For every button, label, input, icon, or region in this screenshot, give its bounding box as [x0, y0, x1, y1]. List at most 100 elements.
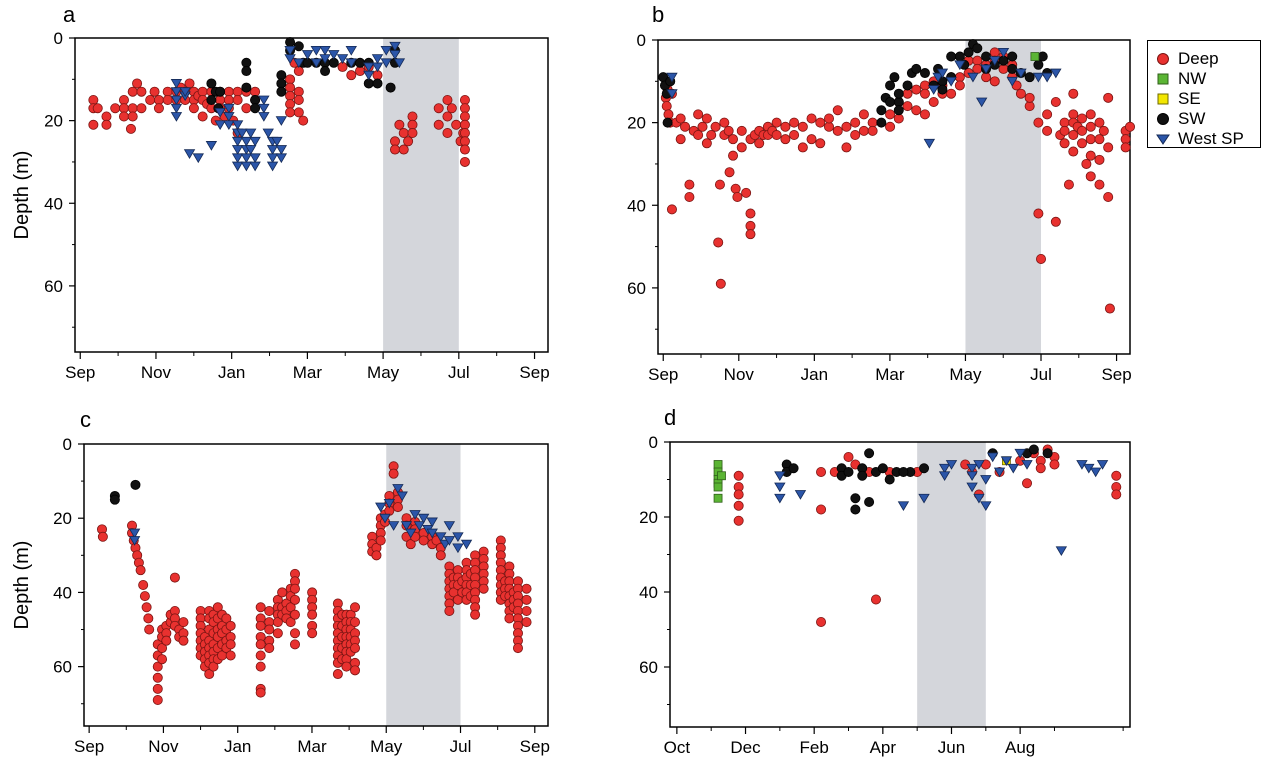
- data-point-deep: [780, 134, 791, 145]
- data-point-west-sp: [240, 161, 253, 172]
- data-point-west-sp: [396, 491, 408, 502]
- plot-frame: [657, 39, 1131, 355]
- data-point-sw: [276, 86, 287, 97]
- data-point-deep: [451, 119, 462, 130]
- data-point-deep: [350, 643, 361, 654]
- y-tick-label: 40: [639, 583, 658, 602]
- x-tick-label: May: [370, 737, 403, 756]
- data-point-west-sp: [170, 112, 183, 122]
- data-point-deep: [858, 125, 869, 136]
- data-point-deep: [706, 130, 717, 141]
- data-point-sw: [946, 51, 957, 62]
- x-tick-label: Jan: [224, 737, 251, 756]
- data-point-sw: [850, 504, 861, 515]
- data-point-west-sp: [266, 161, 279, 172]
- data-point-west-sp: [245, 145, 257, 155]
- y-tick-label: 0: [649, 433, 658, 452]
- panel-letter: a: [63, 2, 76, 27]
- data-point-deep: [197, 111, 208, 122]
- data-point-deep: [225, 639, 236, 650]
- data-point-west-sp: [1096, 460, 1109, 470]
- se-marker-icon: [1157, 93, 1169, 105]
- data-point-deep: [225, 620, 236, 631]
- data-point-deep: [832, 105, 843, 116]
- data-point-west-sp: [379, 513, 391, 524]
- data-point-deep: [407, 128, 418, 139]
- data-point-deep: [405, 539, 416, 550]
- data-point-sw: [864, 448, 875, 459]
- data-point-deep: [797, 121, 808, 132]
- legend-item-west-sp: West SP: [1156, 129, 1244, 149]
- data-point-west-sp: [389, 50, 401, 60]
- data-point-deep: [806, 113, 817, 124]
- data-point-west-sp: [1006, 76, 1018, 87]
- data-point-deep: [118, 94, 129, 105]
- data-point-sw: [902, 80, 913, 91]
- data-point-deep: [127, 86, 138, 97]
- data-point-deep: [184, 78, 195, 89]
- data-point-nw: [713, 482, 723, 492]
- data-point-deep: [843, 451, 854, 462]
- data-point-west-sp: [927, 85, 940, 95]
- data-point-deep: [1103, 92, 1114, 103]
- data-point-deep: [867, 125, 878, 136]
- data-point-west-sp: [170, 79, 183, 89]
- data-point-west-sp: [192, 153, 204, 164]
- data-point-deep: [350, 602, 361, 613]
- data-point-deep: [101, 111, 112, 122]
- data-point-west-sp: [336, 54, 349, 64]
- data-point-deep: [459, 94, 470, 105]
- data-point-deep: [701, 113, 712, 124]
- data-point-deep: [771, 130, 782, 141]
- data-point-deep: [824, 121, 835, 132]
- data-point-sw: [877, 463, 888, 474]
- data-point-west-sp: [371, 62, 384, 73]
- data-point-sw: [1024, 72, 1035, 83]
- data-point-deep: [135, 565, 146, 576]
- data-point-deep: [255, 602, 266, 613]
- data-point-deep: [298, 115, 309, 126]
- data-point-deep: [289, 628, 300, 639]
- data-point-deep: [972, 55, 983, 66]
- data-point-sw: [788, 463, 799, 474]
- x-tick-label: Sep: [520, 737, 550, 756]
- data-point-deep: [701, 138, 712, 149]
- data-point-west-sp: [938, 463, 951, 474]
- data-point-deep: [88, 119, 99, 130]
- data-point-deep: [1068, 130, 1079, 141]
- data-point-deep: [459, 111, 470, 122]
- data-point-west-sp: [966, 471, 978, 482]
- data-point-deep: [285, 107, 296, 118]
- data-point-deep: [733, 515, 744, 526]
- data-point-deep: [989, 76, 1000, 87]
- data-point-deep: [797, 142, 808, 153]
- data-point-deep: [478, 583, 489, 594]
- data-point-west-sp: [345, 45, 357, 56]
- data-point-deep: [680, 121, 691, 132]
- data-point-west-sp: [371, 54, 384, 64]
- data-point-deep: [815, 138, 826, 149]
- data-point-deep: [998, 63, 1009, 74]
- data-point-sw: [285, 37, 296, 48]
- data-point-west-sp: [223, 103, 235, 114]
- data-point-deep: [139, 591, 150, 602]
- data-point-deep: [118, 111, 129, 122]
- data-point-west-sp: [426, 517, 438, 528]
- data-point-west-sp: [443, 521, 456, 531]
- y-axis-label: Depth (m): [11, 151, 33, 240]
- data-point-deep: [221, 613, 232, 624]
- data-point-deep: [1085, 150, 1096, 161]
- data-point-deep: [832, 125, 843, 136]
- x-tick-label: Oct: [664, 738, 691, 757]
- data-point-sw: [241, 66, 252, 77]
- data-point-west-sp: [666, 72, 678, 83]
- data-point-deep: [188, 103, 199, 114]
- data-point-deep: [806, 134, 817, 145]
- data-point-west-sp: [932, 72, 944, 83]
- data-point-deep: [346, 70, 357, 81]
- data-point-deep: [398, 128, 409, 139]
- x-tick-label: Nov: [148, 737, 179, 756]
- data-point-west-sp: [393, 58, 406, 69]
- data-point-west-sp: [387, 521, 400, 531]
- data-point-deep: [504, 613, 515, 624]
